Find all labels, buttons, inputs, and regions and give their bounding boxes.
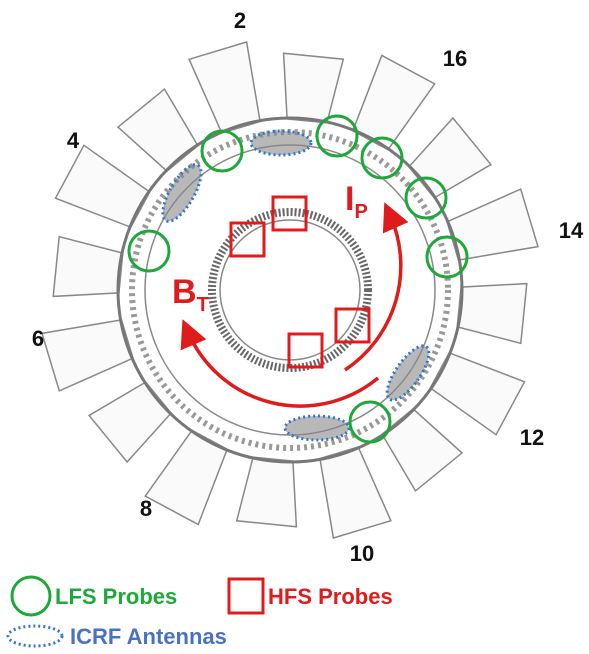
port-label: 2: [234, 8, 246, 33]
lfs-probe: [404, 176, 448, 220]
hfs-probe: [287, 332, 324, 369]
icrf-antenna: [161, 163, 203, 223]
hfs-probe: [271, 195, 308, 232]
ip-label: IP: [345, 180, 368, 223]
ip-arrow: [344, 202, 409, 372]
legend-icrf-symbol: [6, 624, 64, 648]
port: [351, 54, 436, 151]
port: [235, 456, 298, 528]
port: [429, 351, 526, 436]
icrf-antenna: [249, 129, 313, 157]
legend-lfs-label: LFS Probes: [55, 584, 177, 609]
port: [319, 446, 392, 539]
lfs-probe: [425, 235, 469, 279]
lfs-probe: [200, 129, 244, 173]
port: [188, 41, 261, 134]
vessel-ports: [41, 41, 539, 539]
port: [52, 235, 124, 298]
legend-lfs-symbol: [10, 575, 52, 617]
port: [87, 381, 173, 464]
port: [456, 282, 528, 345]
center-post: [208, 208, 372, 372]
port-label: 4: [67, 128, 80, 153]
legend-hfs-symbol: [227, 577, 265, 615]
hfs-probes: [229, 195, 371, 369]
port: [282, 52, 345, 124]
port-label: 10: [350, 541, 374, 566]
legend-hfs-label: HFS Probes: [268, 584, 393, 609]
port: [54, 144, 151, 229]
port-label: 16: [443, 46, 467, 71]
port: [407, 116, 493, 199]
icrf-antenna: [385, 344, 431, 402]
legend-icrf-label: ICRF Antennas: [70, 624, 227, 649]
lfs-probe: [127, 229, 171, 273]
hfs-probe: [229, 221, 266, 258]
bt-label: BT: [172, 273, 209, 316]
port: [41, 319, 134, 392]
port-label: 14: [559, 218, 584, 243]
port: [144, 429, 229, 526]
hfs-probe: [334, 307, 371, 344]
port: [116, 87, 199, 173]
icrf-antenna: [283, 414, 351, 442]
lfs-probe: [315, 114, 359, 158]
lfs-probes: [127, 114, 469, 444]
lfs-probe: [360, 136, 404, 180]
icrf-antennas: [161, 129, 431, 442]
port: [446, 188, 539, 261]
port-label: 6: [32, 326, 44, 351]
lfs-probe: [348, 400, 392, 444]
port-label: 8: [140, 496, 152, 521]
port: [381, 407, 464, 493]
bt-arrow: [180, 319, 380, 408]
port-label: 12: [520, 425, 544, 450]
vessel-outer: [116, 116, 464, 464]
